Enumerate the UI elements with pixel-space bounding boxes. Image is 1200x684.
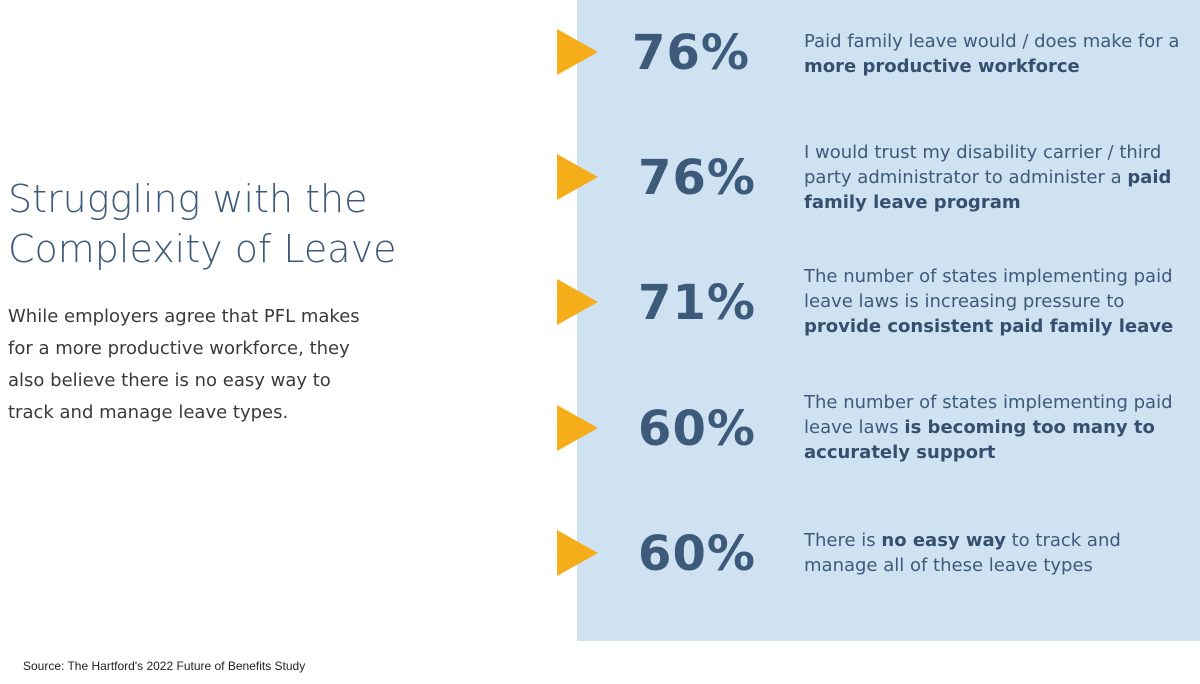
stat-percentage: 60% <box>638 401 756 457</box>
stat-percentage: 76% <box>632 25 750 81</box>
stat-percentage: 60% <box>638 526 756 582</box>
stat-item: 60% There is no easy way to track and ma… <box>557 526 1200 590</box>
stat-emphasis: more productive workforce <box>804 56 1080 77</box>
stat-text: There is <box>804 530 882 551</box>
title-line: Complexity of Leave <box>8 227 397 271</box>
stats-panel <box>577 0 1200 641</box>
intro-line: While employers agree that PFL makes <box>8 306 360 327</box>
stat-text: I would trust my disability carrier / th… <box>804 142 1162 188</box>
stat-percentage: 71% <box>638 275 756 331</box>
stat-emphasis: provide consistent paid family leave <box>804 316 1174 337</box>
intro-line: track and manage leave types. <box>8 402 289 423</box>
source-citation: Source: The Hartford's 2022 Future of Be… <box>23 659 306 673</box>
stat-item: 76% Paid family leave would / does make … <box>557 25 1200 89</box>
stat-emphasis: no easy way <box>881 530 1006 551</box>
triangle-arrow-icon <box>557 530 598 576</box>
triangle-arrow-icon <box>557 405 598 451</box>
stat-percentage: 76% <box>638 150 756 206</box>
stat-text: The number of states implementing paid l… <box>804 392 1173 438</box>
stat-description: There is no easy way to track and manage… <box>804 528 1194 578</box>
stat-emphasis: is becoming too many to accurately suppo… <box>804 417 1155 463</box>
page-title: Struggling with the Complexity of Leave <box>8 174 528 274</box>
intro-line: also believe there is no easy way to <box>8 370 331 391</box>
intro-text: While employers agree that PFL makes for… <box>8 301 398 429</box>
stat-item: 71% The number of states implementing pa… <box>557 266 1200 339</box>
stat-item: 60% The number of states implementing pa… <box>557 392 1200 465</box>
stat-description: The number of states implementing paid l… <box>804 264 1194 339</box>
triangle-arrow-icon <box>557 279 598 325</box>
title-line: Struggling with the <box>8 177 368 221</box>
triangle-arrow-icon <box>557 29 598 75</box>
triangle-arrow-icon <box>557 154 598 200</box>
intro-line: for a more productive workforce, they <box>8 338 350 359</box>
stat-text: to track and manage all of these leave t… <box>804 530 1121 576</box>
stat-description: I would trust my disability carrier / th… <box>804 140 1194 215</box>
stat-text: The number of states implementing paid l… <box>804 266 1173 312</box>
stat-item: 76% I would trust my disability carrier … <box>557 142 1200 214</box>
stat-emphasis: paid family leave program <box>804 167 1172 213</box>
stat-description: Paid family leave would / does make for … <box>804 29 1194 79</box>
stat-text: Paid family leave would / does make for … <box>804 31 1180 52</box>
stat-description: The number of states implementing paid l… <box>804 390 1194 465</box>
